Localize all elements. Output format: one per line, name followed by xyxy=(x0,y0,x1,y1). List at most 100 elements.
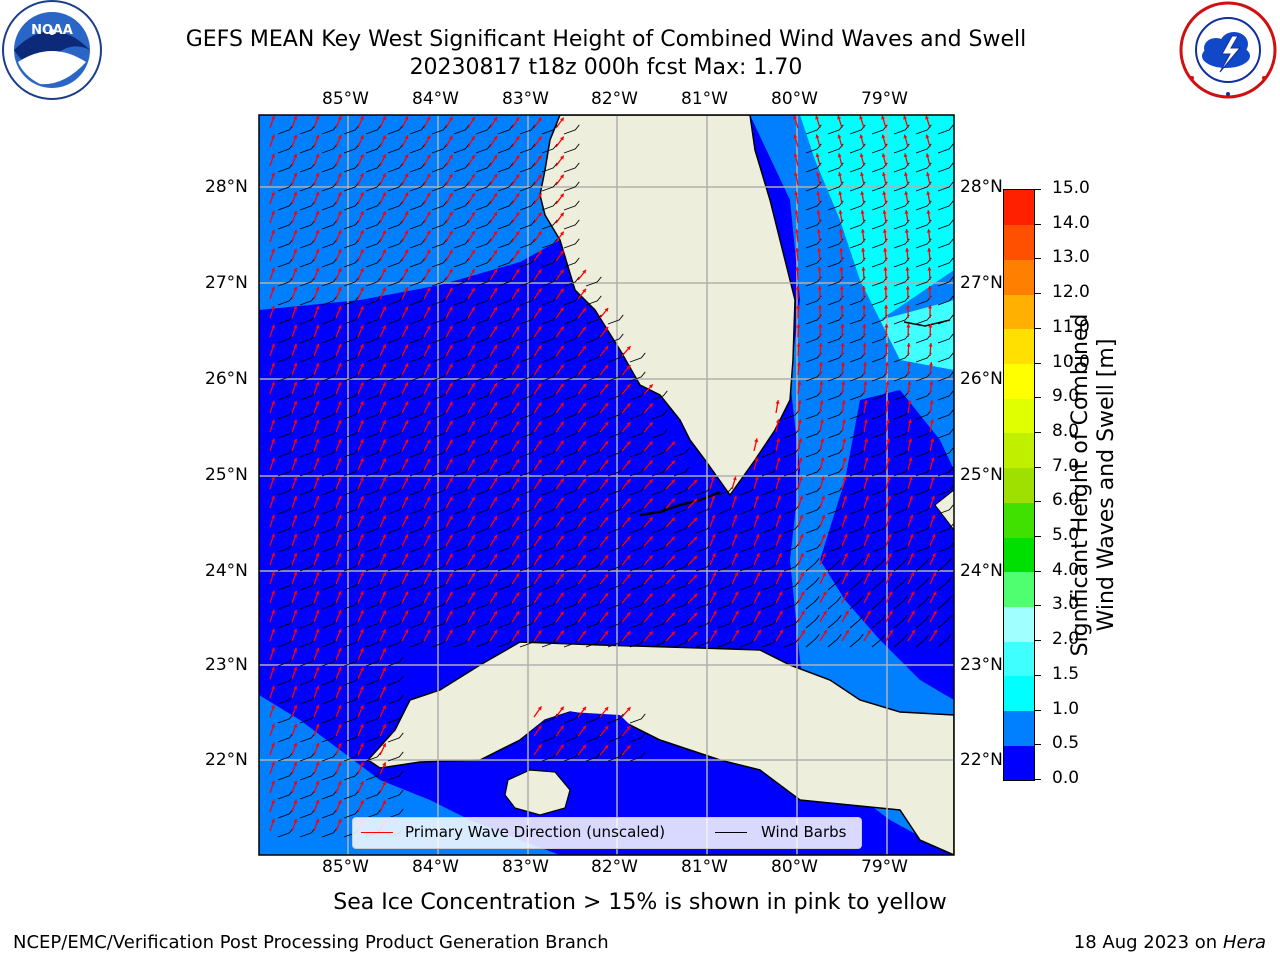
wind-barb xyxy=(827,577,842,591)
wind-barb xyxy=(937,504,954,515)
wave-arrow-head xyxy=(693,498,698,503)
wave-arrow-head xyxy=(626,631,631,636)
wave-arrow-head xyxy=(886,476,891,481)
wind-barb xyxy=(937,238,954,249)
wave-arrow-head xyxy=(799,495,803,500)
wave-arrow-head xyxy=(337,116,342,120)
wave-arrow-head xyxy=(360,724,364,729)
wind-barb xyxy=(431,276,448,287)
wave-arrow-head xyxy=(537,288,542,293)
wave-arrow-head xyxy=(795,248,800,252)
wave-arrow-head xyxy=(927,248,932,252)
wave-arrow-head xyxy=(711,495,715,500)
wind-barb xyxy=(519,409,536,420)
wave-arrow-head xyxy=(471,192,475,197)
wave-arrow-head xyxy=(404,268,409,273)
wave-arrow-head xyxy=(471,629,475,634)
wind-barb xyxy=(519,333,536,344)
wind-barb xyxy=(519,124,536,135)
wind-barb xyxy=(761,637,778,648)
wave-arrow-head xyxy=(648,479,653,484)
wave-arrow-head xyxy=(842,476,847,481)
wind-barb xyxy=(541,257,558,268)
wave-arrow-head xyxy=(293,210,298,215)
wave-arrow-head xyxy=(903,134,908,139)
wind-barb xyxy=(563,580,580,591)
wave-arrow-head xyxy=(382,363,386,368)
wind-barb xyxy=(519,504,536,515)
wave-arrow-head xyxy=(448,249,453,254)
wave-arrow-head xyxy=(293,343,298,348)
wave-arrow-head xyxy=(866,572,870,577)
wave-arrow-head xyxy=(905,267,910,271)
wind-barb xyxy=(409,238,426,249)
legend-wave-direction: Primary Wave Direction (unscaled) xyxy=(405,823,666,841)
wave-arrow-head xyxy=(818,362,823,366)
wave-arrow-head xyxy=(271,419,275,424)
wave-arrow-head xyxy=(515,250,520,255)
wave-arrow-head xyxy=(271,685,275,690)
wind-barb xyxy=(431,143,448,154)
wave-arrow-head xyxy=(426,230,431,235)
wind-barb xyxy=(431,200,448,211)
wave-arrow-head xyxy=(493,212,497,216)
wave-arrow-head xyxy=(493,440,497,444)
wave-arrow-head xyxy=(471,249,475,254)
noaa-logo-text: NOAA xyxy=(31,23,73,38)
wind-barb xyxy=(387,314,404,325)
wind-barb xyxy=(453,371,470,382)
wave-arrow-head xyxy=(926,172,930,177)
wave-arrow-head xyxy=(404,610,409,615)
wave-arrow-head xyxy=(800,572,804,577)
wave-arrow-head xyxy=(337,344,342,348)
wave-arrow-head xyxy=(883,248,888,252)
colorbar-tick-mark xyxy=(1034,536,1041,538)
wind-barb xyxy=(519,162,536,173)
wave-arrow-head xyxy=(886,457,891,462)
wave-arrow-head xyxy=(844,553,848,558)
wind-barb xyxy=(651,580,668,591)
wind-barb xyxy=(563,238,580,249)
wave-arrow-head xyxy=(426,154,431,159)
wind-barb xyxy=(475,295,492,306)
wave-arrow-head xyxy=(293,153,298,158)
wind-barb xyxy=(497,409,514,420)
wave-arrow-head xyxy=(271,191,275,196)
wind-barb xyxy=(431,523,448,534)
wind-barb xyxy=(717,599,734,610)
colorbar-tick-label: 1.5 xyxy=(1052,663,1080,684)
lon-label-top: 81°W xyxy=(681,89,728,109)
wave-arrow-head xyxy=(271,647,275,652)
wind-barb xyxy=(475,561,492,572)
wave-arrow-head xyxy=(905,248,910,252)
wind-barb xyxy=(475,276,492,287)
wave-arrow-head xyxy=(800,610,805,615)
wave-arrow-head xyxy=(671,498,675,503)
wind-barb xyxy=(607,713,624,724)
wave-arrow-head xyxy=(471,363,475,368)
wave-arrow-head xyxy=(626,498,631,503)
wind-barb xyxy=(453,238,470,249)
wind-barb xyxy=(585,523,602,534)
wind-barb xyxy=(453,599,470,610)
gulf-of-batabano xyxy=(515,712,640,762)
wave-arrow-head xyxy=(471,287,475,292)
wave-arrow-head xyxy=(493,459,497,463)
wave-arrow-head xyxy=(778,572,782,577)
wave-arrow-head xyxy=(907,419,912,423)
wind-barb xyxy=(431,314,448,325)
wave-arrow-head xyxy=(382,458,386,463)
wave-arrow-head xyxy=(560,592,564,597)
wind-barb xyxy=(629,561,646,572)
wave-arrow-head xyxy=(930,438,935,443)
wave-arrow-head xyxy=(293,666,298,671)
wind-barb xyxy=(519,276,536,287)
wave-arrow-head xyxy=(382,572,386,577)
lat-label-right: 25°N xyxy=(960,465,1003,485)
wave-arrow-head xyxy=(560,250,564,255)
wave-arrow-head xyxy=(755,534,760,538)
wind-barb xyxy=(541,314,558,325)
wind-barb xyxy=(453,143,470,154)
wind-barb xyxy=(409,200,426,211)
wave-arrow-head xyxy=(493,288,497,292)
